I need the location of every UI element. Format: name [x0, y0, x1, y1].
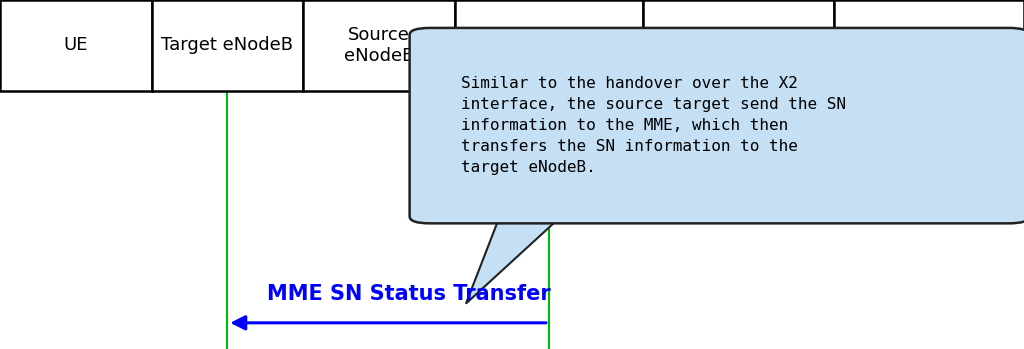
Text: PGW: PGW — [907, 36, 950, 54]
Text: Similar to the handover over the X2
interface, the source target send the SN
inf: Similar to the handover over the X2 inte… — [461, 76, 846, 175]
Text: Target eNodeB: Target eNodeB — [162, 36, 293, 54]
Polygon shape — [466, 216, 561, 304]
FancyBboxPatch shape — [455, 0, 643, 91]
FancyBboxPatch shape — [834, 0, 1024, 91]
FancyBboxPatch shape — [643, 0, 834, 91]
Text: MME SN Status Transfer: MME SN Status Transfer — [266, 284, 551, 304]
Text: MME: MME — [527, 36, 570, 54]
FancyBboxPatch shape — [0, 0, 152, 91]
Text: Source
eNodeB: Source eNodeB — [344, 26, 414, 65]
FancyBboxPatch shape — [410, 28, 1024, 223]
Text: UE: UE — [63, 36, 88, 54]
FancyBboxPatch shape — [303, 0, 455, 91]
Text: SGW: SGW — [717, 36, 760, 54]
FancyBboxPatch shape — [152, 0, 303, 91]
